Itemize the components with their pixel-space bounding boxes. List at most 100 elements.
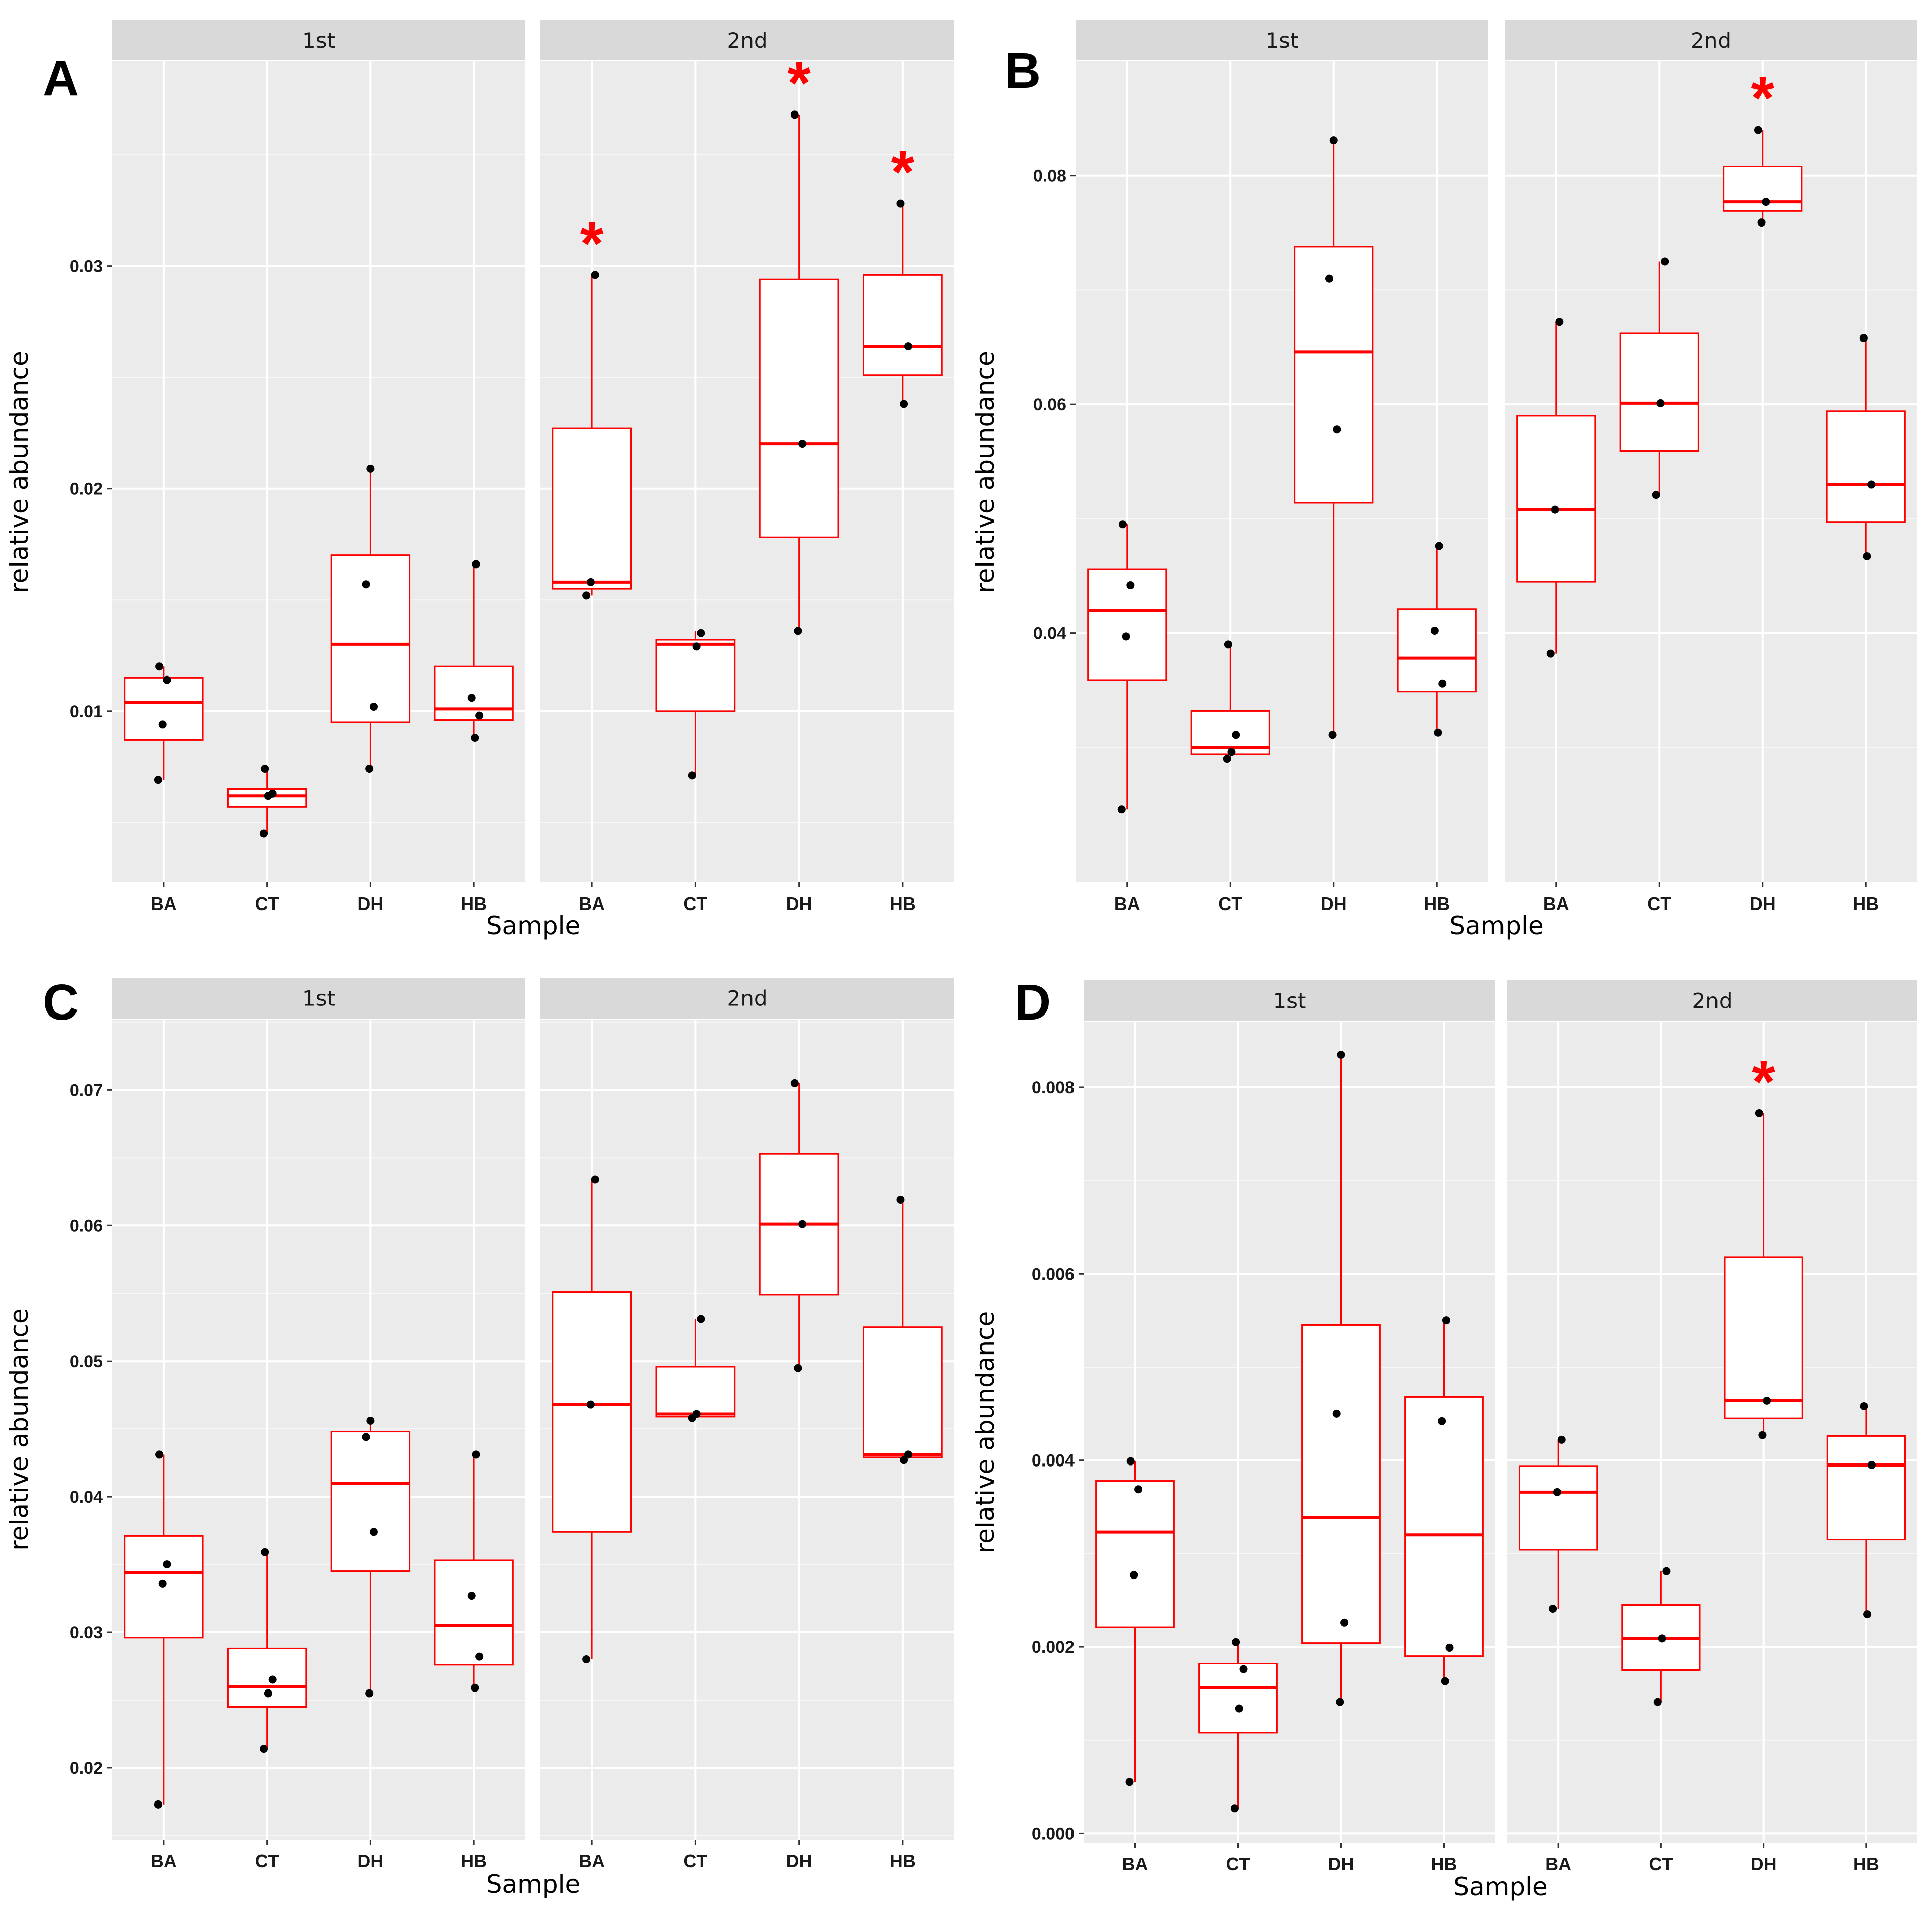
panel-letter: B [1005,43,1041,99]
panel-a: 1st BA CT DH HB 2nd * BA CT * DH * HB 0.01 0.02 0.03 rel… [5,20,954,940]
data-point [1763,1396,1771,1405]
x-tick-label: BA [1114,893,1140,914]
x-tick-label: CT [683,893,707,914]
data-point [1325,274,1333,283]
plot-background [112,1020,525,1840]
data-point [582,591,591,600]
data-point [475,711,484,720]
y-axis-title: relative abundance [971,351,1000,593]
facet-strip [540,978,954,1019]
y-tick-label: 0.006 [1032,1265,1075,1284]
x-tick-label: CT [1226,1854,1250,1874]
data-point [1859,334,1868,343]
box-dh: DH [759,1079,839,1871]
data-point [1757,218,1766,227]
panel-letter: C [43,974,79,1031]
data-point [1863,552,1871,561]
data-point [1860,1402,1868,1411]
box-iqr [1826,1435,1906,1541]
data-point [798,1220,807,1228]
x-tick-label: DH [1751,1854,1777,1874]
data-point [1438,679,1447,688]
x-tick-label: BA [151,893,177,914]
data-point [268,1675,277,1684]
box-iqr [434,665,514,721]
data-point [467,1592,476,1600]
box-ba: BA [124,662,204,914]
significance-star: * [787,49,811,117]
data-point [1442,1316,1450,1325]
y-tick-label: 0.02 [70,1759,103,1778]
data-point [904,342,912,351]
box-iqr [1619,332,1699,453]
facet-strip-label: 1st [302,986,335,1011]
data-point [900,400,908,408]
y-tick-label: 0.004 [1032,1451,1075,1471]
data-point [1652,491,1660,499]
data-point [261,1548,269,1556]
y-axis-title: relative abundance [971,1311,1000,1554]
data-point [697,629,705,637]
x-tick-label: HB [1424,893,1450,914]
data-point [1553,1488,1561,1496]
data-point [1656,399,1665,407]
data-point [1230,1804,1239,1813]
data-point [1239,1665,1248,1673]
box-iqr [330,554,411,723]
panel-b: 1st BA CT DH HB 2nd BA CT * DH HB 0.04 0.06 0.08 relat… [971,20,1917,940]
x-tick-label: CT [1649,1854,1673,1874]
x-tick-label: BA [151,1851,177,1871]
box-ct: CT [655,629,736,914]
x-tick-label: DH [1321,893,1347,914]
box-iqr [1301,1324,1381,1644]
box-iqr [863,274,943,376]
box-hb: HB [434,1450,514,1871]
x-tick-label: CT [1218,893,1242,914]
data-point [475,1652,484,1661]
x-tick-label: HB [890,893,916,914]
y-tick-label: 0.02 [70,480,103,499]
x-tick-label: CT [1647,893,1671,914]
box-dh: * DH [1724,1048,1803,1874]
data-point [688,771,696,780]
data-point [1755,1109,1763,1117]
data-point [586,1400,595,1409]
box-ct: CT [1190,640,1270,914]
box-iqr [124,677,204,741]
data-point [158,1579,167,1588]
panel-letter: D [1015,974,1051,1031]
data-point [362,1433,370,1441]
x-tick-label: HB [461,893,487,914]
data-point [1337,1050,1345,1059]
x-tick-label: BA [1543,893,1569,914]
plot-background [112,61,525,882]
data-point [1117,805,1126,814]
data-point [1435,542,1443,550]
data-point [261,765,269,773]
data-point [1333,425,1341,434]
facet-strip [112,20,525,60]
data-point [1867,480,1876,489]
facet-strip [112,978,525,1019]
y-tick-label: 0.04 [70,1488,103,1507]
data-point [264,1689,272,1698]
data-point [1662,1567,1671,1575]
facet-1st: 1st BA CT DH HB [112,20,525,914]
data-point [692,1410,701,1418]
significance-star: * [891,139,915,206]
box-iqr [434,1559,514,1666]
data-point [1130,1571,1138,1580]
data-point [369,1528,378,1536]
data-point [1762,198,1770,206]
facet-strip [1084,980,1495,1021]
x-axis-title: Sample [486,1870,580,1899]
x-tick-label: BA [579,893,605,914]
data-point [1122,632,1130,641]
x-tick-label: DH [786,893,812,914]
box-dh: DH [330,464,411,914]
box-iqr [1294,246,1374,504]
data-point [1332,1409,1341,1418]
box-dh: DH [1294,136,1374,914]
x-tick-label: CT [683,1851,707,1871]
